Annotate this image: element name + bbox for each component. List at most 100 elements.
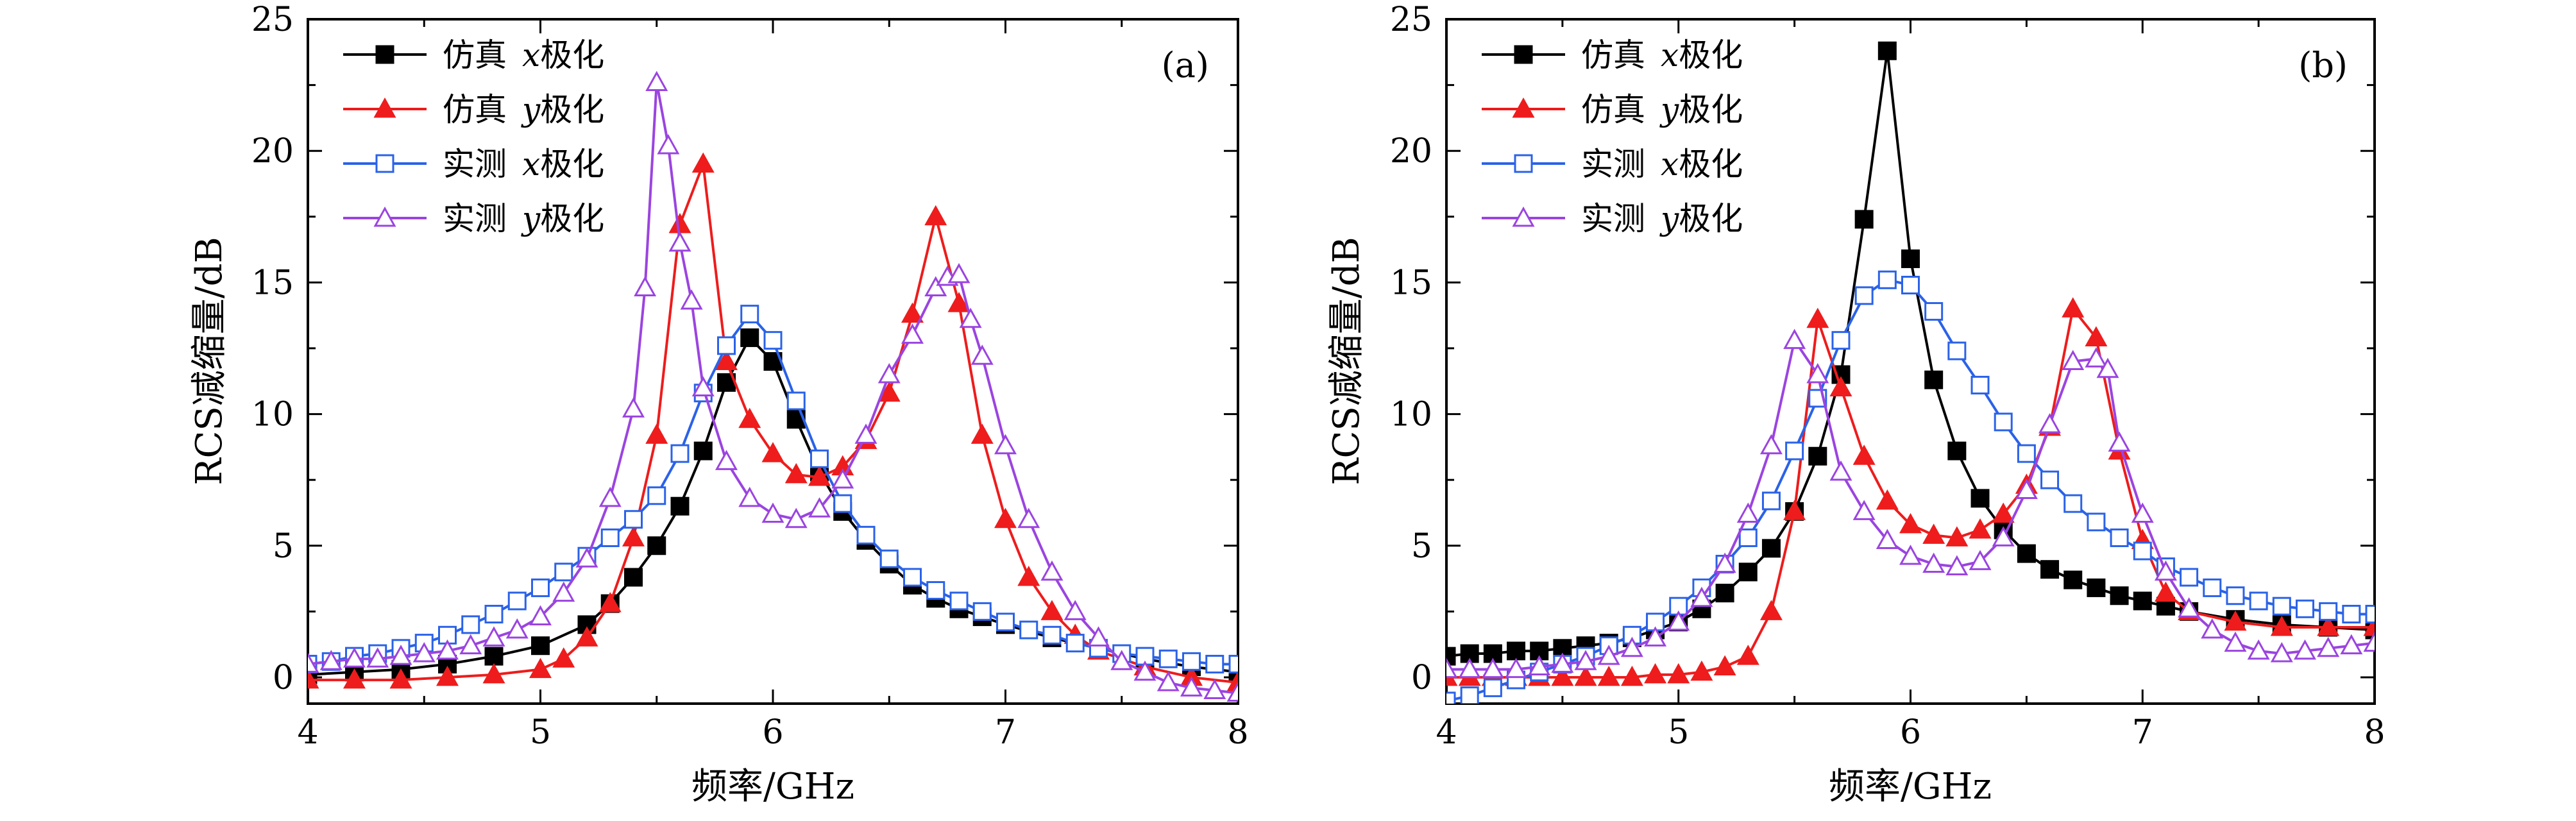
data-point: [1876, 529, 1899, 550]
data-point: [647, 536, 666, 555]
data-point: [657, 133, 680, 155]
data-point: [1785, 441, 1804, 461]
data-point: [1620, 665, 1643, 686]
data-point: [2133, 541, 2152, 561]
series-仿真-x: [1446, 41, 2375, 666]
panel-a: 4 5 6 7 8 0 5 10 15 20 25 频率/GHz RCS减缩量/dB (a) 仿真…: [189, 1, 1249, 808]
data-point: [856, 525, 876, 545]
data-point: [575, 547, 598, 568]
legend-marker: [1514, 154, 1533, 173]
data-point: [308, 652, 319, 673]
y-tick-label: 20: [1390, 132, 1432, 171]
series-line: [308, 81, 1238, 695]
series-实测-y: [1446, 328, 2375, 679]
data-point: [1992, 526, 2015, 546]
data-point: [2087, 578, 2106, 597]
data-point: [2224, 610, 2247, 631]
legend-entry: 实测 y极化: [343, 200, 604, 237]
data-point: [389, 645, 412, 665]
legend-entry: 仿真 x极化: [1482, 37, 1743, 74]
x-tick-label: 6: [762, 713, 783, 752]
y-tick-label: 0: [273, 659, 294, 697]
data-point: [670, 444, 690, 463]
data-point: [2063, 570, 2083, 589]
data-point: [1205, 654, 1224, 673]
legend-entry: 仿真 y极化: [1482, 91, 1743, 128]
data-point: [2178, 597, 2201, 618]
data-point: [1736, 502, 1759, 523]
data-point: [1528, 655, 1551, 676]
legend-marker: [1514, 45, 1533, 64]
data-point: [691, 152, 715, 173]
data-point: [901, 302, 924, 323]
panel-b: 4 5 6 7 8 0 5 10 15 20 25 频率/GHz RCS减缩量/dB (b) 仿真…: [1326, 1, 2385, 808]
y-tick-label: 20: [251, 132, 294, 171]
panel-tag: (a): [1162, 45, 1209, 85]
legend-text: 实测 x极化: [443, 146, 604, 183]
data-point: [2317, 615, 2340, 636]
data-point: [738, 407, 761, 428]
x-tick-label: 7: [995, 713, 1016, 752]
x-tick-labels: 4 5 6 7 8: [1436, 713, 2385, 752]
data-point: [529, 605, 552, 626]
data-point: [2317, 636, 2340, 657]
data-point: [1446, 647, 1456, 666]
data-point: [1854, 210, 1874, 229]
legend-entry: 仿真 y极化: [343, 91, 604, 128]
data-point: [343, 668, 366, 689]
y-tick-label: 25: [251, 1, 294, 39]
data-point: [1806, 362, 1829, 384]
data-point: [319, 650, 343, 670]
series-layer: [1446, 41, 2375, 704]
data-point: [529, 657, 552, 679]
data-point: [552, 581, 575, 602]
data-point: [1738, 528, 1758, 547]
data-point: [1877, 270, 1897, 289]
data-point: [1460, 686, 1479, 704]
legend-marker: [373, 206, 396, 227]
data-point: [1970, 375, 1990, 394]
data-point: [1667, 610, 1690, 631]
x-axis-label: 频率/GHz: [1829, 766, 1992, 808]
data-point: [531, 578, 550, 597]
y-tick-label: 15: [251, 264, 294, 302]
y-tick-labels: 0 5 10 15 20 25: [1390, 1, 1432, 697]
data-point: [901, 323, 924, 344]
data-point: [645, 71, 668, 91]
data-point: [645, 423, 668, 444]
data-point: [2180, 568, 2199, 587]
data-point: [1507, 641, 1526, 661]
data-point: [1713, 552, 1736, 573]
x-tick-label: 5: [530, 713, 551, 752]
legend-marker: [1512, 97, 1535, 118]
data-point: [2110, 586, 2129, 605]
data-point: [994, 507, 1017, 529]
data-point: [2085, 347, 2108, 368]
data-point: [1644, 626, 1667, 647]
legend-entry: 仿真 x极化: [343, 37, 604, 74]
data-point: [1945, 526, 1969, 546]
legend-text: 仿真 y极化: [443, 91, 604, 128]
data-point: [1759, 434, 1783, 455]
legend-entry: 实测 x极化: [343, 146, 604, 183]
data-point: [1040, 560, 1063, 581]
data-point: [1829, 376, 1852, 396]
legend-marker: [375, 154, 394, 173]
x-tick-label: 8: [2364, 713, 2385, 752]
data-point: [482, 663, 505, 684]
data-point: [1157, 671, 1180, 691]
data-point: [1483, 678, 1502, 697]
data-point: [1133, 660, 1157, 681]
legend: 仿真 x极化 仿真 y极化 实测 x极化 实测: [343, 37, 604, 237]
data-point: [1783, 328, 1806, 350]
data-point: [1530, 641, 1549, 661]
data-point: [1761, 539, 1781, 558]
data-point: [1901, 275, 1920, 294]
data-point: [1924, 302, 1944, 321]
legend-marker: [375, 45, 394, 64]
x-tick-label: 8: [1227, 713, 1248, 752]
data-point: [1203, 679, 1226, 699]
y-tick-label: 10: [1390, 396, 1432, 434]
legend-text: 实测 y极化: [1581, 200, 1743, 237]
